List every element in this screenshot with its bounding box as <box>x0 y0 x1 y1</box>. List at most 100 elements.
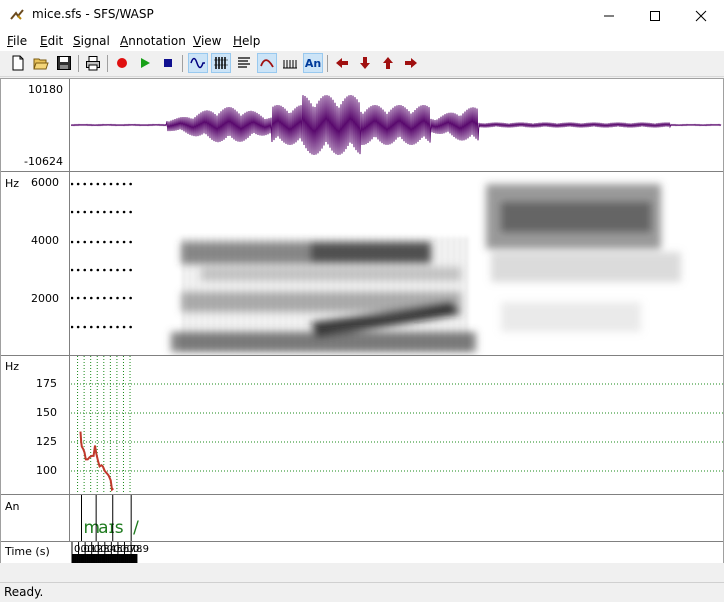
waveform-track: 10180 -10624 <box>1 79 723 172</box>
waveform-plot[interactable] <box>71 79 723 171</box>
time-tick-label: 0.0 <box>74 544 90 555</box>
spectrogram-grid-dot <box>89 268 93 272</box>
spectrogram-track: Hz 6000 4000 2000 <box>1 172 723 356</box>
scroll-left-button[interactable] <box>332 53 352 73</box>
annotation-segment-label[interactable]: s <box>115 518 124 538</box>
minimize-button[interactable] <box>586 0 632 31</box>
arrow-right-icon <box>405 58 417 68</box>
close-button[interactable] <box>678 0 724 31</box>
spectrogram-striation <box>309 237 311 352</box>
menu-view[interactable]: View <box>193 34 222 48</box>
pitch-contour-icon <box>260 59 274 68</box>
waveform-view-toggle[interactable] <box>188 53 208 73</box>
spectrogram-plot[interactable] <box>71 172 723 355</box>
annotation-view-toggle[interactable]: An <box>303 53 323 73</box>
spectrogram-grid-dot <box>71 268 74 272</box>
spectrogram-striation <box>261 237 263 352</box>
spectrogram-grid-dot <box>71 182 74 186</box>
spectrogram-striation <box>225 237 227 352</box>
menu-help[interactable]: Help <box>233 34 261 48</box>
print-button[interactable] <box>83 53 103 73</box>
pitch-view-toggle[interactable] <box>257 53 277 73</box>
spectrogram-striation <box>339 237 341 352</box>
record-icon <box>117 58 127 68</box>
spectrogram-grid-dot <box>96 268 100 272</box>
pitch-tick-100: 100 <box>36 464 57 477</box>
new-button[interactable] <box>8 53 28 73</box>
spectrogram-grid-dot <box>116 296 119 300</box>
stop-icon <box>164 59 172 67</box>
spectrogram-grid-dot <box>89 182 93 186</box>
zoom-out-button[interactable] <box>378 53 398 73</box>
spectrogram-grid-dot <box>89 325 93 329</box>
time-tick-label: 0.1 <box>81 544 97 555</box>
spectrogram-grid-dot <box>76 240 80 244</box>
spectrogram-grid-dot <box>96 325 100 329</box>
time-tick-label: 0.9 <box>133 544 149 555</box>
menu-annotation[interactable]: Annotation <box>120 34 186 48</box>
spectrogram-grid-dot <box>103 182 106 186</box>
spectrogram-gutter: Hz 6000 4000 2000 <box>1 172 70 355</box>
stop-button[interactable] <box>158 53 178 73</box>
spectrogram-unit-label: Hz <box>5 177 20 190</box>
spectrogram-grid-dot <box>129 210 132 214</box>
menu-signal[interactable]: Signal <box>73 34 110 48</box>
spectrogram-grid-dot <box>83 182 87 186</box>
menu-edit[interactable]: Edit <box>40 34 64 48</box>
annotation-plot[interactable]: maɪ s / <box>71 495 723 541</box>
spectrogram-striation <box>405 237 407 352</box>
spectrogram-striation <box>231 237 233 352</box>
spectrogram-striation <box>363 237 365 352</box>
open-folder-icon <box>33 58 49 70</box>
open-button[interactable] <box>31 53 51 73</box>
spectrogram-striation <box>249 237 251 352</box>
spectrogram-view-toggle[interactable] <box>211 53 231 73</box>
spectrogram-striation <box>369 237 371 352</box>
spectrogram-striation <box>297 237 299 352</box>
time-tick-label: 0.3 <box>94 544 110 555</box>
window-title: mice.sfs - SFS/WASP <box>32 7 154 21</box>
annotation-segment-label[interactable]: aɪ <box>98 518 115 538</box>
spectrogram-grid-dot <box>109 210 113 214</box>
spectrogram-striation <box>429 237 431 352</box>
toolbar-separator <box>78 55 79 72</box>
spectrogram-striation <box>189 237 191 352</box>
spectrogram-grid-dot <box>116 325 119 329</box>
spectrogram-striation <box>213 237 215 352</box>
spectrogram-striation <box>381 237 383 352</box>
spectrogram-grid-dot <box>89 296 93 300</box>
spectrogram-striation <box>375 237 377 352</box>
spectrogram-grid-dot <box>83 268 87 272</box>
toolbar-separator <box>107 55 108 72</box>
spectrum-view-toggle[interactable] <box>234 53 254 73</box>
status-text: Ready. <box>4 585 44 599</box>
spectrogram-grid-dot <box>116 210 119 214</box>
spectrogram-striation <box>303 237 305 352</box>
spectrogram-striation <box>243 237 245 352</box>
spectrogram-tick-2000: 2000 <box>31 292 59 305</box>
zoom-in-button[interactable] <box>355 53 375 73</box>
spectrogram-striation <box>459 237 461 352</box>
spectrogram-grid-dot <box>76 296 80 300</box>
play-button[interactable] <box>135 53 155 73</box>
laryngograph-view-toggle[interactable] <box>280 53 300 73</box>
scroll-right-button[interactable] <box>401 53 421 73</box>
spectrogram-grid-dot <box>122 296 126 300</box>
spectrogram-grid-dot <box>83 240 87 244</box>
spectrogram-striation <box>345 237 347 352</box>
spectrogram-striation <box>195 237 197 352</box>
record-button[interactable] <box>112 53 132 73</box>
menu-file[interactable]: File <box>7 34 28 48</box>
spectrogram-grid-dot <box>76 210 80 214</box>
toolbar-separator <box>327 55 328 72</box>
save-button[interactable] <box>54 53 74 73</box>
pitch-plot[interactable] <box>71 356 723 494</box>
spectrogram-striation <box>351 237 353 352</box>
spectrogram-grid-dot <box>116 268 119 272</box>
play-icon <box>141 58 150 68</box>
spectrogram-grid-dot <box>122 240 126 244</box>
maximize-button[interactable] <box>632 0 678 31</box>
annotation-segment-label[interactable]: / <box>133 518 139 538</box>
horizontal-scrollbar[interactable] <box>0 563 724 581</box>
arrow-left-icon <box>336 58 348 68</box>
